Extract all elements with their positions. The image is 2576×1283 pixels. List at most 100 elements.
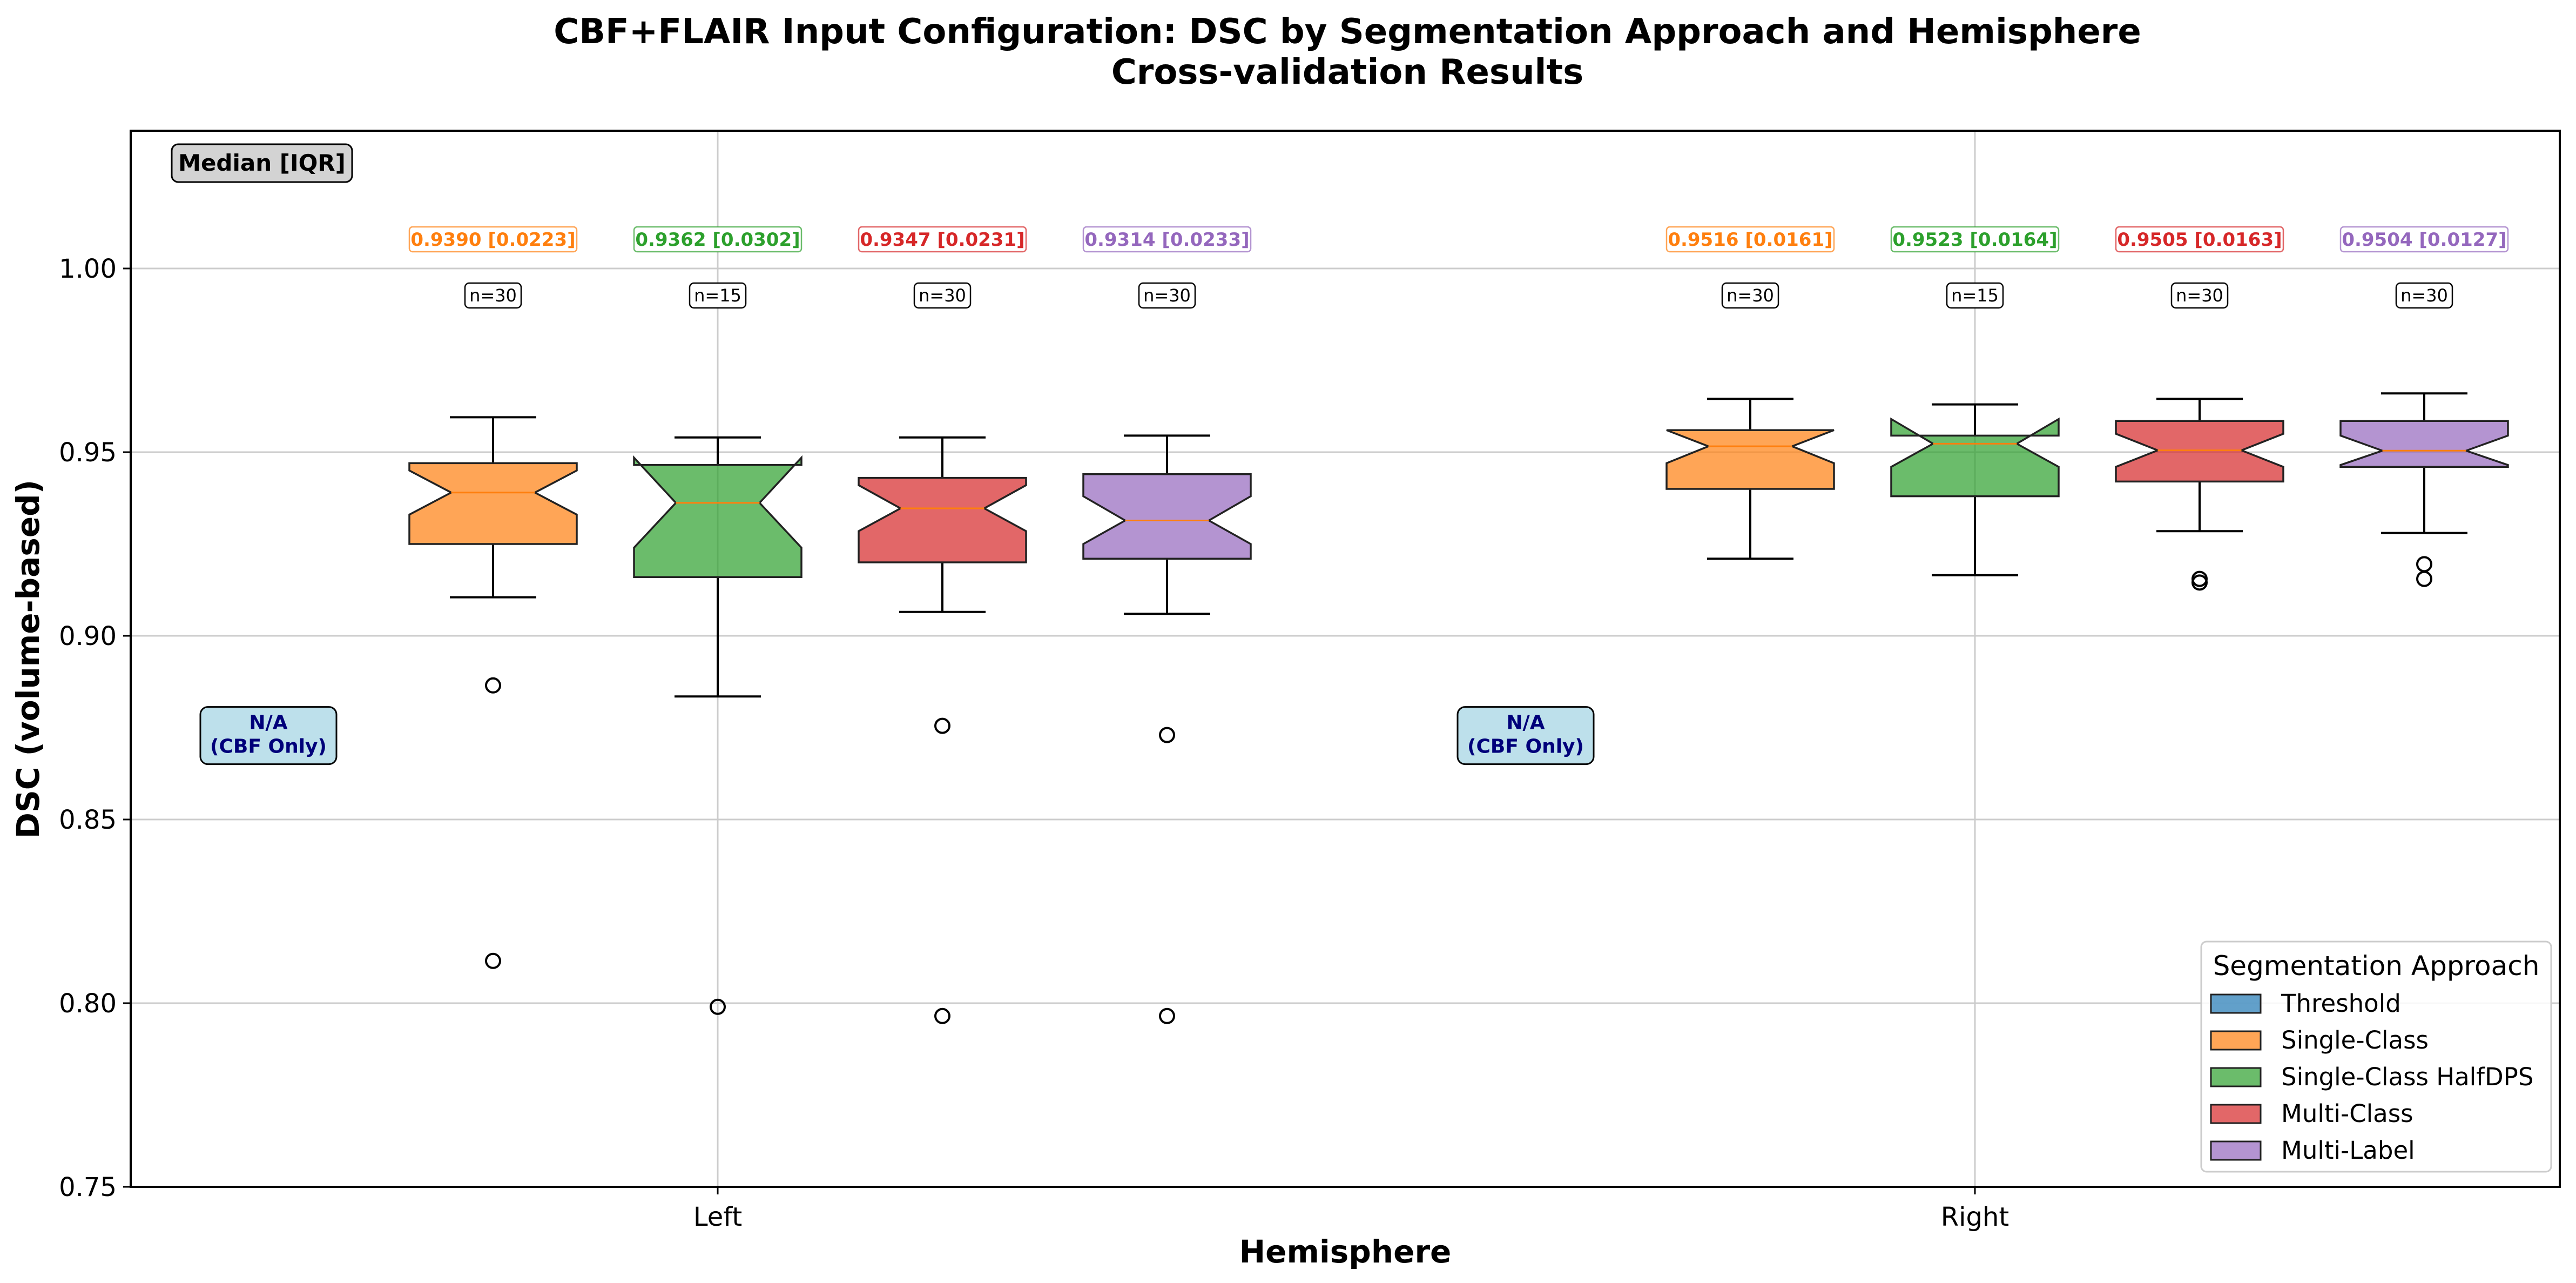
legend-entry: Multi-Class bbox=[2210, 1099, 2413, 1128]
n-label-frame bbox=[1946, 282, 2004, 309]
legend-entry: Single-Class bbox=[2210, 1026, 2429, 1054]
stat-label-frame bbox=[858, 226, 1027, 253]
legend-swatch bbox=[2210, 1067, 2262, 1087]
n-label-text: n=30 bbox=[1727, 285, 1774, 306]
box-multi-class-left bbox=[858, 436, 1027, 1024]
stat-label-frame bbox=[408, 226, 578, 253]
annotations: N/A(CBF Only)N/A(CBF Only)n=300.9390 [0.… bbox=[199, 226, 2509, 765]
stat-label: 0.9505 [0.0163] bbox=[2115, 226, 2284, 253]
stat-label-text: 0.9314 [0.0233] bbox=[1084, 229, 1249, 251]
y-tick-label: 1.00 bbox=[59, 254, 117, 284]
na-note: N/A(CBF Only) bbox=[199, 706, 338, 765]
na-note-frame bbox=[1456, 706, 1595, 765]
stats-header-box: Median [IQR] bbox=[171, 143, 353, 183]
stat-label-text: 0.9390 [0.0223] bbox=[410, 229, 575, 251]
legend-label: Multi-Class bbox=[2281, 1099, 2413, 1128]
y-tick-label: 0.95 bbox=[59, 438, 117, 468]
x-tick-label: Left bbox=[693, 1202, 742, 1232]
outlier-point bbox=[934, 717, 950, 734]
stat-label: 0.9516 [0.0161] bbox=[1665, 226, 1835, 253]
stat-label-frame bbox=[2115, 226, 2284, 253]
stat-label-text: 0.9516 [0.0161] bbox=[1668, 229, 1832, 251]
box-body bbox=[1890, 417, 2060, 498]
box-single-class-right bbox=[1665, 398, 1835, 560]
stat-label: 0.9347 [0.0231] bbox=[858, 226, 1027, 253]
n-label-text: n=30 bbox=[2400, 285, 2448, 306]
x-tick-label: Right bbox=[1941, 1202, 2009, 1232]
outlier-point bbox=[2416, 570, 2432, 587]
boxes bbox=[408, 392, 2509, 1024]
n-label-frame bbox=[1721, 282, 1779, 309]
n-label-frame bbox=[464, 282, 522, 309]
stat-label-text: 0.9347 [0.0231] bbox=[860, 229, 1024, 251]
y-tick-label: 0.85 bbox=[59, 805, 117, 835]
stat-label: 0.9390 [0.0223] bbox=[408, 226, 578, 253]
n-label-text: n=30 bbox=[1143, 285, 1191, 306]
axes: 0.75 0.80 0.85 0.90 0.95 1.00 Left Right bbox=[59, 254, 2009, 1232]
na-note-line2: (CBF Only) bbox=[1467, 736, 1584, 758]
box-multi-label-left bbox=[1082, 434, 1252, 1024]
legend-swatch bbox=[2210, 1140, 2262, 1161]
legend-frame bbox=[2200, 941, 2552, 1173]
box-multi-class-right bbox=[2115, 398, 2284, 591]
x-axis-label: Hemisphere bbox=[1239, 1233, 1452, 1270]
outlier-point bbox=[1159, 727, 1175, 743]
na-note-line1: N/A bbox=[249, 712, 287, 734]
box-body bbox=[408, 462, 578, 545]
n-label-frame bbox=[2170, 282, 2229, 309]
n-label: n=15 bbox=[1946, 282, 2004, 309]
n-label-text: n=15 bbox=[1951, 285, 1999, 306]
na-note-line2: (CBF Only) bbox=[210, 736, 327, 758]
stat-label-frame bbox=[1082, 226, 1252, 253]
n-label: n=30 bbox=[1138, 282, 1196, 309]
n-label-text: n=30 bbox=[469, 285, 517, 306]
box-body bbox=[633, 455, 803, 578]
na-note-line1: N/A bbox=[1506, 712, 1545, 734]
stat-label: 0.9523 [0.0164] bbox=[1890, 226, 2060, 253]
n-label-frame bbox=[689, 282, 747, 309]
stat-label-text: 0.9505 [0.0163] bbox=[2117, 229, 2282, 251]
stat-label: 0.9314 [0.0233] bbox=[1082, 226, 1252, 253]
box-single-class-halfdps-left bbox=[633, 436, 803, 1015]
outlier-point bbox=[1159, 1007, 1175, 1024]
stat-label-frame bbox=[1665, 226, 1835, 253]
legend-label: Threshold bbox=[2281, 989, 2401, 1018]
legend-entry: Single-Class HalfDPS bbox=[2210, 1063, 2533, 1091]
y-tick-label: 0.80 bbox=[59, 989, 117, 1019]
n-label: n=30 bbox=[1721, 282, 1779, 309]
outlier-point bbox=[2416, 556, 2432, 573]
n-label-frame bbox=[913, 282, 972, 309]
stat-label: 0.9362 [0.0302] bbox=[633, 226, 803, 253]
legend-swatch bbox=[2210, 1030, 2262, 1051]
box-body bbox=[1082, 473, 1252, 560]
legend-label: Multi-Label bbox=[2281, 1136, 2415, 1165]
n-label-text: n=15 bbox=[694, 285, 741, 306]
stat-label-text: 0.9523 [0.0164] bbox=[1892, 229, 2057, 251]
legend-entry: Multi-Label bbox=[2210, 1136, 2415, 1165]
box-body bbox=[2339, 420, 2509, 468]
box-body bbox=[2115, 420, 2284, 483]
outlier-point bbox=[710, 998, 726, 1015]
box-multi-label-right bbox=[2339, 392, 2509, 587]
outlier-point bbox=[2191, 574, 2208, 591]
y-tick-label: 0.75 bbox=[59, 1172, 117, 1203]
n-label: n=15 bbox=[689, 282, 747, 309]
outlier-point bbox=[934, 1007, 950, 1024]
n-label: n=30 bbox=[464, 282, 522, 309]
chart-subtitle: Cross-validation Results bbox=[1111, 52, 1583, 92]
stats-header-text: Median [IQR] bbox=[178, 150, 346, 176]
stat-label-frame bbox=[1890, 226, 2060, 253]
box-body bbox=[1665, 429, 1835, 490]
outlier-point bbox=[485, 677, 501, 694]
box-single-class-left bbox=[408, 416, 578, 969]
plot-frame bbox=[130, 130, 2561, 1188]
legend-entry: Threshold bbox=[2210, 989, 2401, 1018]
na-note-frame bbox=[199, 706, 338, 765]
n-label: n=30 bbox=[2395, 282, 2453, 309]
n-label-text: n=30 bbox=[919, 285, 966, 306]
stat-label-frame bbox=[2339, 226, 2509, 253]
n-label-text: n=30 bbox=[2176, 285, 2223, 306]
y-tick-label: 0.90 bbox=[59, 621, 117, 651]
stat-label-text: 0.9504 [0.0127] bbox=[2342, 229, 2506, 251]
